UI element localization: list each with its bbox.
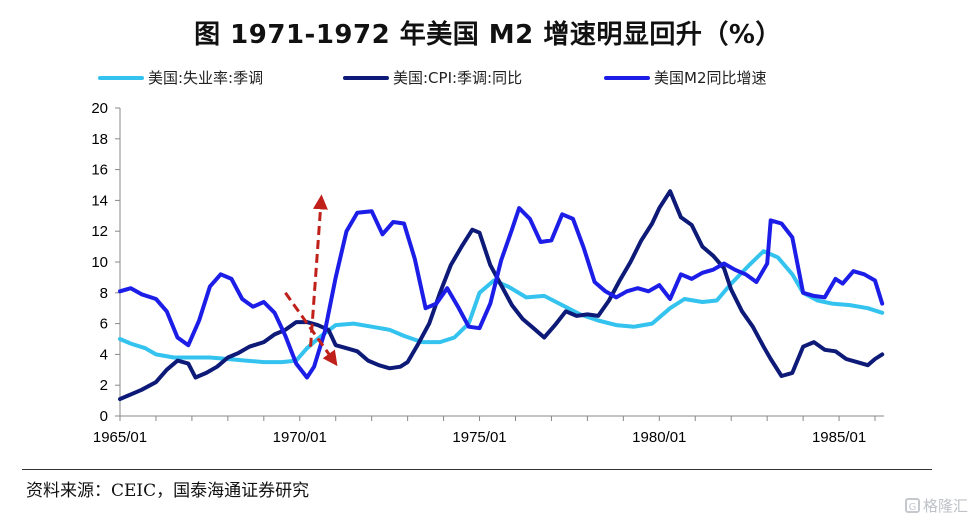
x-tick-label: 1965/01	[93, 429, 147, 446]
x-tick-label: 1970/01	[273, 429, 327, 446]
source-note: 资料来源：CEIC，国泰海通证券研究	[26, 481, 310, 501]
watermark-logo-icon: G	[904, 497, 920, 513]
legend: 美国:失业率:季调 美国:CPI:季调:同比 美国M2同比增速	[98, 69, 767, 87]
x-tick-label: 1975/01	[452, 429, 506, 446]
x-tick-label: 1985/01	[812, 429, 866, 446]
series-line-3	[118, 206, 885, 380]
legend-label-2: 美国:CPI:季调:同比	[393, 69, 522, 87]
y-tick-label: 6	[100, 316, 108, 333]
y-tick-label: 18	[91, 131, 108, 148]
y-tick-label: 8	[100, 285, 108, 302]
y-tick-label: 4	[100, 346, 108, 363]
series-line-2	[118, 189, 885, 402]
y-tick-label: 14	[91, 192, 108, 209]
annotation-arrow-2	[309, 194, 328, 347]
y-tick-label: 10	[91, 254, 108, 271]
chart-title: 图 1971-1972 年美国 M2 增速明显回升（%）	[194, 20, 782, 50]
y-tick-label: 12	[91, 223, 108, 240]
y-tick-label: 20	[91, 100, 108, 117]
x-tick-label: 1980/01	[632, 429, 686, 446]
y-tick-label: 2	[100, 377, 108, 394]
y-tick-label: 16	[91, 162, 108, 179]
series-layer	[118, 189, 885, 402]
y-tick-label: 0	[100, 408, 108, 425]
y-axis: 0 2 4 6 8 10 12 14 16 18 20	[91, 100, 121, 425]
x-axis: 1965/01 1970/01 1975/01 1980/01 1985/01	[93, 415, 884, 446]
legend-label-1: 美国:失业率:季调	[148, 69, 263, 87]
watermark-text: 格隆汇	[922, 496, 968, 515]
series-line-1	[118, 249, 885, 365]
annotation-layer	[284, 194, 338, 367]
footer-divider	[22, 469, 932, 470]
watermark: G 格隆汇	[894, 493, 968, 517]
legend-label-3: 美国M2同比增速	[654, 69, 767, 87]
